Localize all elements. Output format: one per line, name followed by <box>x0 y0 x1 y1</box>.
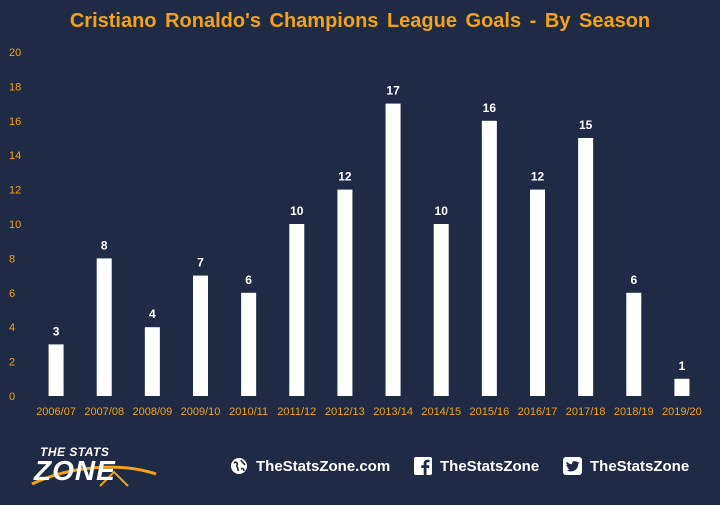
logo-line-2: ZONE <box>34 455 116 486</box>
website-text: TheStatsZone.com <box>256 457 391 475</box>
x-tick-label: 2015/16 <box>469 406 509 418</box>
x-tick-label: 2016/17 <box>518 406 558 418</box>
facebook-link[interactable]: TheStatsZone <box>414 456 539 476</box>
stats-zone-logo: THE STATS ZONE <box>30 444 160 488</box>
bar-value-label: 8 <box>101 238 108 252</box>
x-tick-label: 2013/14 <box>373 406 413 418</box>
twitter-link[interactable]: TheStatsZone <box>563 456 689 476</box>
y-axis-ticks: 0 2 4 6 8 10 12 14 16 18 20 <box>9 47 21 403</box>
bar <box>530 189 545 396</box>
bar-value-label: 12 <box>531 170 545 184</box>
y-tick-label: 2 <box>9 357 15 369</box>
y-tick-label: 0 <box>9 391 15 403</box>
bar <box>385 103 401 396</box>
bar-value-label: 12 <box>338 170 352 184</box>
bar-series <box>48 103 690 397</box>
bar <box>433 224 449 396</box>
y-tick-label: 20 <box>9 47 21 59</box>
bar-value-label: 1 <box>679 359 686 373</box>
bar <box>578 138 594 396</box>
bar-value-label: 10 <box>435 204 449 218</box>
bar-value-label: 15 <box>579 118 593 132</box>
bar-value-label: 6 <box>630 273 637 287</box>
bar <box>626 292 642 396</box>
chart-title: Cristiano Ronaldo's Champions League Goa… <box>69 10 651 32</box>
bar-value-label: 3 <box>53 324 60 338</box>
y-tick-label: 16 <box>9 116 21 128</box>
x-axis-ticks: 2006/07 2007/08 2008/09 2009/10 2010/11 2011/… <box>36 406 702 418</box>
bar-value-label: 17 <box>386 84 400 98</box>
x-tick-label: 2012/13 <box>325 406 365 418</box>
x-tick-label: 2018/19 <box>614 406 654 418</box>
x-tick-label: 2019/20 <box>662 406 702 418</box>
twitter-icon <box>563 457 582 475</box>
bar <box>241 292 257 396</box>
bar-value-label: 10 <box>290 204 304 218</box>
bar <box>674 378 690 396</box>
x-tick-label: 2007/08 <box>84 406 124 418</box>
facebook-icon <box>414 457 432 475</box>
y-tick-label: 14 <box>9 150 21 162</box>
x-tick-label: 2014/15 <box>421 406 461 418</box>
bar <box>289 224 305 396</box>
x-tick-label: 2009/10 <box>181 406 221 418</box>
y-tick-label: 8 <box>9 253 15 265</box>
bar <box>96 258 112 396</box>
x-tick-label: 2010/11 <box>229 406 268 418</box>
bar-value-label: 16 <box>483 101 497 115</box>
bar <box>337 189 353 396</box>
logo-swoosh-icon <box>31 465 157 487</box>
y-tick-label: 10 <box>9 219 21 231</box>
bar <box>144 327 160 396</box>
x-tick-label: 2008/09 <box>132 406 172 418</box>
data-labels: 3 8 4 7 6 10 12 17 10 16 12 15 6 1 <box>53 84 686 373</box>
website-link[interactable]: TheStatsZone.com <box>230 456 390 476</box>
x-tick-label: 2011/12 <box>277 406 316 418</box>
x-tick-label: 2017/18 <box>566 406 606 418</box>
y-tick-label: 6 <box>9 288 15 300</box>
bar <box>481 120 497 397</box>
x-tick-label: 2006/07 <box>36 406 76 418</box>
y-tick-label: 12 <box>9 185 21 197</box>
facebook-text: TheStatsZone <box>440 457 540 475</box>
bar-value-label: 6 <box>245 273 252 287</box>
bar <box>48 344 64 396</box>
bar <box>193 275 208 396</box>
logo-line-1: THE STATS <box>40 445 110 459</box>
bar-value-label: 7 <box>197 256 204 270</box>
y-tick-label: 4 <box>9 322 15 334</box>
y-tick-label: 18 <box>9 81 21 93</box>
bar-value-label: 4 <box>149 307 156 321</box>
globe-icon <box>231 458 247 474</box>
twitter-text: TheStatsZone <box>590 457 690 475</box>
footer: THE STATS ZONE TheStatsZone.com TheStats… <box>0 440 720 505</box>
